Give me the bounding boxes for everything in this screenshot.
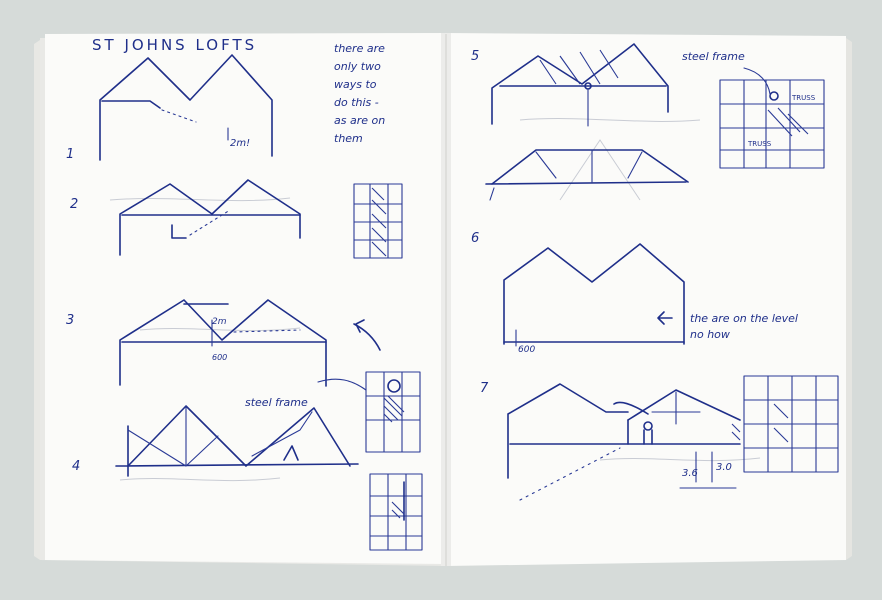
section-sketch-2 [119,179,301,256]
step-label-7: 7 [480,381,489,396]
step-label-2: 2 [70,197,78,212]
truss-sketch-5b [485,149,689,201]
section-sketch-7: 3.6 3.0 [507,383,741,501]
note-line-4: do this - [334,96,379,109]
note-line-right-2: no how [690,328,730,341]
steel-frame-label: steel frame [245,396,308,409]
note-line-right-1: the are on the level [690,312,798,325]
section-sketch-1: 2m! [99,54,273,161]
right-page [446,33,846,566]
truss-label-2: TRUSS [747,140,772,148]
note-line-1: there are [334,42,385,55]
left-page-content: ST JOHNS LOFTS there are only two ways t… [66,36,423,551]
steel-frame-label-right: steel frame [682,50,745,63]
right-page-content: 5 steel frame TRUSS TRUSS 6 [471,43,839,501]
section-sketch-3: 2m 600 [119,299,381,387]
dimension-label-5: 3.6 [682,468,698,479]
note-line-5: as are on [334,114,385,127]
step-label-3: 3 [66,313,74,328]
step-label-6: 6 [471,231,479,246]
dimension-label-3: 600 [212,353,227,362]
step-label-5: 5 [471,49,479,64]
step-label-1: 1 [66,147,74,162]
step-label-4: 4 [72,459,80,474]
note-line-2: only two [334,60,381,73]
notebook [34,33,852,566]
truss-sketch-5: steel frame [491,43,771,127]
grid-sketch-4 [743,375,839,473]
truss-label-1: TRUSS [791,94,816,102]
handwritten-note: there are only two ways to do this - as … [334,42,385,145]
dimension-label-6: 3.0 [716,462,732,473]
truss-grid-sketch: TRUSS TRUSS [719,79,825,169]
note-line-3: ways to [334,78,377,91]
note-line-6: them [334,132,363,145]
left-page [45,33,448,564]
dimension-label-2: 2m [212,317,227,327]
section-sketch-6: 600 the are on the level no how [503,243,798,355]
page-title: ST JOHNS LOFTS [92,36,257,54]
dimension-label-1: 2m! [230,138,250,149]
grid-sketch-3 [369,473,423,551]
dimension-label-4: 600 [518,345,535,355]
truss-sketch-4 [115,405,359,477]
grid-sketch-1 [353,183,403,259]
grid-sketch-2 [365,371,421,453]
bleed-through-marks [109,118,761,482]
